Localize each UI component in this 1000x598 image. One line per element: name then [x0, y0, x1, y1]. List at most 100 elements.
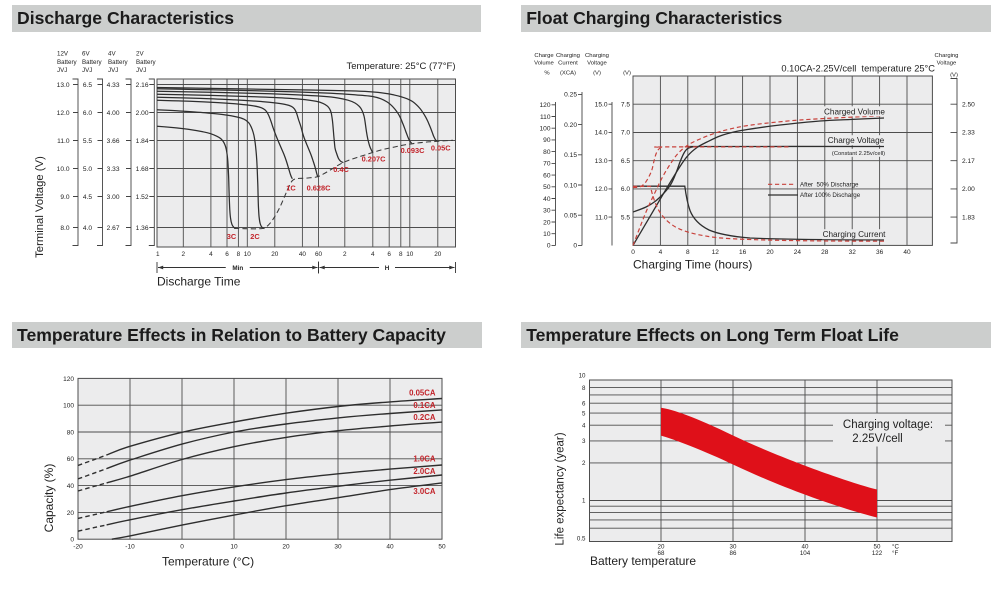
svg-text:1.84: 1.84	[136, 138, 149, 145]
svg-text:13.0: 13.0	[57, 82, 70, 89]
svg-text:6: 6	[225, 251, 229, 258]
svg-text:4: 4	[371, 251, 375, 258]
svg-text:Current: Current	[558, 61, 578, 67]
svg-text:Battery: Battery	[108, 59, 129, 66]
svg-text:Charging voltage:: Charging voltage:	[843, 419, 933, 431]
svg-text:4.00: 4.00	[107, 110, 120, 117]
svg-text:30: 30	[334, 544, 342, 551]
svg-text:Battery: Battery	[82, 59, 103, 66]
svg-text:40: 40	[299, 251, 307, 258]
svg-text:2.0CA: 2.0CA	[413, 467, 435, 476]
svg-text:(Constant 2.25v/cell): (Constant 2.25v/cell)	[832, 151, 885, 157]
svg-text:11.0: 11.0	[57, 138, 70, 145]
svg-text:80: 80	[67, 429, 75, 436]
svg-text:Charging: Charging	[935, 53, 959, 59]
svg-text:70: 70	[543, 161, 551, 168]
svg-text:Volume: Volume	[534, 61, 554, 67]
svg-text:0.15: 0.15	[564, 152, 577, 159]
svg-text:10: 10	[406, 251, 414, 258]
svg-text:8: 8	[399, 251, 403, 258]
svg-text:Terminal Voltage (V): Terminal Voltage (V)	[34, 156, 46, 258]
svg-text:10: 10	[244, 251, 252, 258]
svg-text:(V): (V)	[623, 71, 631, 77]
svg-text:4: 4	[209, 251, 213, 258]
svg-text:Battery: Battery	[57, 59, 78, 66]
svg-text:2.50: 2.50	[962, 102, 975, 109]
svg-text:Temperature (°C): Temperature (°C)	[162, 555, 254, 569]
svg-text:2C: 2C	[250, 232, 260, 241]
svg-text:12.0: 12.0	[57, 110, 70, 117]
svg-text:1: 1	[582, 498, 586, 505]
svg-text:-10: -10	[125, 544, 135, 551]
svg-text:60: 60	[543, 172, 551, 179]
svg-text:0: 0	[180, 544, 184, 551]
svg-text:0.10CA-2.25V/cell temperature: 0.10CA-2.25V/cell temperature 25°C	[781, 64, 935, 74]
svg-text:2.16: 2.16	[136, 82, 149, 89]
svg-text:1.68: 1.68	[136, 166, 149, 173]
svg-text:2.67: 2.67	[107, 225, 120, 232]
svg-text:2.33: 2.33	[962, 130, 975, 137]
svg-text:40: 40	[802, 544, 809, 551]
svg-text:6.5: 6.5	[83, 82, 92, 89]
svg-text:0.05: 0.05	[564, 213, 577, 220]
svg-text:After 100% Discharge: After 100% Discharge	[800, 192, 861, 199]
svg-text:JVJ: JVJ	[57, 67, 67, 74]
svg-text:%: %	[544, 71, 550, 77]
svg-text:7.5: 7.5	[621, 102, 630, 109]
svg-text:Battery: Battery	[136, 59, 157, 66]
svg-text:0.20: 0.20	[564, 122, 577, 129]
svg-text:H: H	[385, 265, 390, 272]
svg-text:Temperature: 25°C (77°F): Temperature: 25°C (77°F)	[347, 61, 456, 72]
svg-text:4V: 4V	[108, 51, 116, 58]
svg-text:Discharge Time: Discharge Time	[157, 275, 241, 289]
svg-text:°C: °C	[892, 544, 899, 551]
svg-text:(V): (V)	[950, 73, 958, 79]
svg-text:1.83: 1.83	[962, 214, 975, 221]
svg-text:50: 50	[543, 184, 551, 191]
svg-text:0: 0	[547, 243, 551, 250]
svg-text:10: 10	[230, 544, 238, 551]
svg-text:40: 40	[903, 249, 911, 256]
svg-text:JVJ: JVJ	[108, 67, 118, 74]
svg-text:0.628C: 0.628C	[307, 184, 331, 193]
svg-text:8: 8	[582, 385, 586, 392]
svg-text:0.207C: 0.207C	[362, 154, 386, 163]
svg-text:1.0CA: 1.0CA	[413, 454, 435, 463]
svg-text:80: 80	[543, 149, 551, 156]
svg-text:Charged Volume: Charged Volume	[824, 107, 885, 116]
svg-text:50: 50	[874, 544, 881, 551]
svg-text:5.0: 5.0	[83, 166, 92, 173]
svg-text:2.00: 2.00	[962, 186, 975, 193]
svg-text:7.0: 7.0	[621, 130, 630, 137]
svg-text:2.00: 2.00	[136, 110, 149, 117]
svg-text:3C: 3C	[227, 232, 237, 241]
svg-text:11.0: 11.0	[595, 214, 608, 221]
svg-text:2.25V/cell: 2.25V/cell	[852, 433, 903, 445]
svg-text:6.0: 6.0	[621, 186, 630, 193]
svg-text:After 50% Discharge: After 50% Discharge	[800, 182, 859, 189]
svg-text:Charging Current: Charging Current	[823, 230, 887, 239]
svg-text:0: 0	[573, 243, 577, 250]
svg-text:0.05C: 0.05C	[431, 144, 451, 153]
svg-text:90: 90	[543, 137, 551, 144]
svg-text:Charging: Charging	[585, 53, 609, 59]
svg-text:20: 20	[766, 249, 774, 256]
svg-text:30: 30	[543, 208, 551, 215]
svg-text:1.52: 1.52	[136, 194, 149, 201]
svg-text:36: 36	[876, 249, 884, 256]
svg-text:8: 8	[237, 251, 241, 258]
svg-text:JVJ: JVJ	[82, 67, 92, 74]
svg-text:2: 2	[582, 460, 586, 467]
svg-text:13.0: 13.0	[595, 158, 608, 165]
svg-text:Battery temperature: Battery temperature	[590, 554, 696, 568]
svg-text:Capacity (%): Capacity (%)	[42, 464, 56, 533]
svg-text:32: 32	[849, 249, 857, 256]
svg-text:6V: 6V	[82, 51, 90, 58]
svg-text:8.0: 8.0	[60, 225, 69, 232]
svg-text:10: 10	[543, 231, 551, 238]
svg-text:0: 0	[631, 249, 635, 256]
svg-text:12: 12	[712, 249, 720, 256]
svg-text:60: 60	[67, 456, 75, 463]
svg-text:0.4C: 0.4C	[333, 165, 349, 174]
svg-text:100: 100	[539, 126, 550, 133]
